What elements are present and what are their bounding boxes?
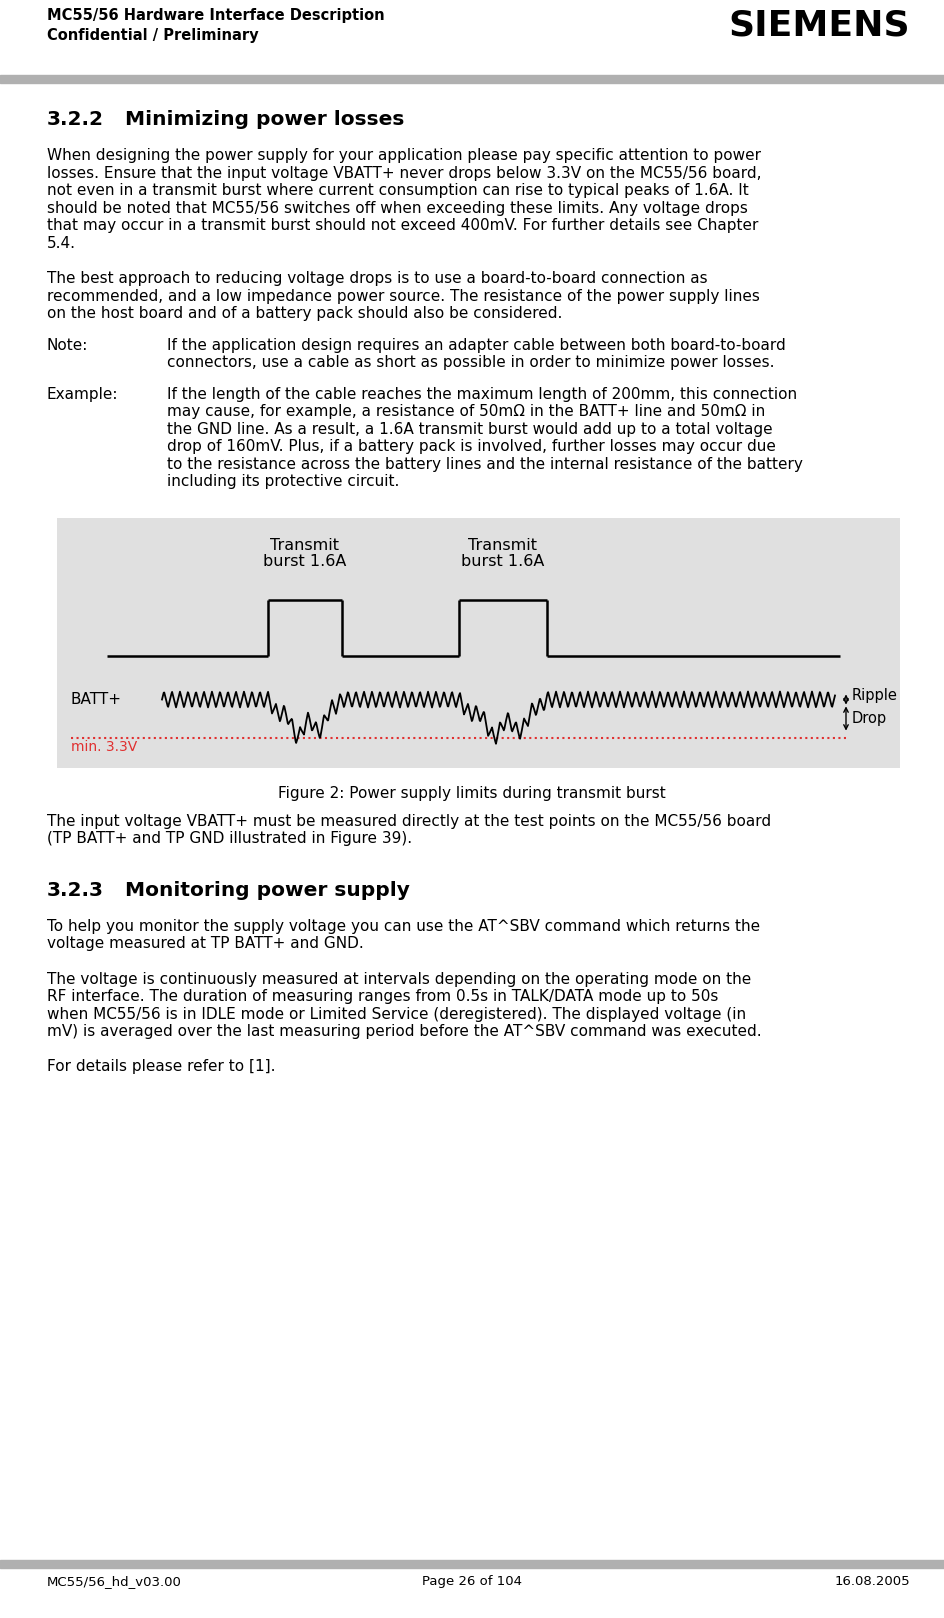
Text: to the resistance across the battery lines and the internal resistance of the ba: to the resistance across the battery lin… — [167, 456, 803, 471]
Text: 5.4.: 5.4. — [47, 236, 76, 251]
Text: when MC55/56 is in IDLE mode or Limited Service (deregistered). The displayed vo: when MC55/56 is in IDLE mode or Limited … — [47, 1006, 746, 1021]
Text: that may occur in a transmit burst should not exceed 400mV. For further details : that may occur in a transmit burst shoul… — [47, 218, 758, 233]
Text: The voltage is continuously measured at intervals depending on the operating mod: The voltage is continuously measured at … — [47, 971, 751, 987]
Text: on the host board and of a battery pack should also be considered.: on the host board and of a battery pack … — [47, 306, 563, 320]
Text: BATT+: BATT+ — [71, 693, 122, 707]
Text: The input voltage VBATT+ must be measured directly at the test points on the MC5: The input voltage VBATT+ must be measure… — [47, 814, 771, 828]
Text: 3.2.2: 3.2.2 — [47, 110, 104, 129]
Text: SIEMENS: SIEMENS — [729, 8, 910, 42]
Text: 16.08.2005: 16.08.2005 — [834, 1574, 910, 1587]
Text: To help you monitor the supply voltage you can use the AT^SBV command which retu: To help you monitor the supply voltage y… — [47, 919, 760, 934]
Text: drop of 160mV. Plus, if a battery pack is involved, further losses may occur due: drop of 160mV. Plus, if a battery pack i… — [167, 438, 776, 455]
Text: Transmit: Transmit — [468, 537, 537, 552]
Text: If the length of the cable reaches the maximum length of 200mm, this connection: If the length of the cable reaches the m… — [167, 387, 797, 401]
Text: Figure 2: Power supply limits during transmit burst: Figure 2: Power supply limits during tra… — [278, 785, 666, 801]
Text: may cause, for example, a resistance of 50mΩ in the BATT+ line and 50mΩ in: may cause, for example, a resistance of … — [167, 404, 766, 419]
Text: The best approach to reducing voltage drops is to use a board-to-board connectio: The best approach to reducing voltage dr… — [47, 270, 708, 286]
Text: Monitoring power supply: Monitoring power supply — [125, 880, 410, 900]
Text: RF interface. The duration of measuring ranges from 0.5s in TALK/DATA mode up to: RF interface. The duration of measuring … — [47, 989, 718, 1005]
Text: burst 1.6A: burst 1.6A — [461, 553, 545, 568]
Text: Minimizing power losses: Minimizing power losses — [125, 110, 404, 129]
Text: should be noted that MC55/56 switches off when exceeding these limits. Any volta: should be noted that MC55/56 switches of… — [47, 201, 748, 215]
Text: burst 1.6A: burst 1.6A — [263, 553, 346, 568]
Text: MC55/56_hd_v03.00: MC55/56_hd_v03.00 — [47, 1574, 182, 1587]
Bar — [0, 74, 944, 83]
Text: losses. Ensure that the input voltage VBATT+ never drops below 3.3V on the MC55/: losses. Ensure that the input voltage VB… — [47, 165, 762, 181]
Text: Note:: Note: — [47, 338, 89, 353]
Text: Page 26 of 104: Page 26 of 104 — [422, 1574, 522, 1587]
Text: including its protective circuit.: including its protective circuit. — [167, 474, 399, 489]
Text: Example:: Example: — [47, 387, 119, 401]
Text: For details please refer to [1].: For details please refer to [1]. — [47, 1060, 276, 1074]
Text: recommended, and a low impedance power source. The resistance of the power suppl: recommended, and a low impedance power s… — [47, 288, 760, 304]
Text: Confidential / Preliminary: Confidential / Preliminary — [47, 28, 259, 44]
Text: (TP BATT+ and TP GND illustrated in Figure 39).: (TP BATT+ and TP GND illustrated in Figu… — [47, 832, 413, 846]
Text: voltage measured at TP BATT+ and GND.: voltage measured at TP BATT+ and GND. — [47, 935, 363, 951]
Text: the GND line. As a result, a 1.6A transmit burst would add up to a total voltage: the GND line. As a result, a 1.6A transm… — [167, 422, 772, 437]
Text: Drop: Drop — [852, 710, 887, 726]
Bar — [57, 518, 900, 767]
Text: When designing the power supply for your application please pay specific attenti: When designing the power supply for your… — [47, 147, 761, 163]
Text: not even in a transmit burst where current consumption can rise to typical peaks: not even in a transmit burst where curre… — [47, 183, 749, 197]
Text: If the application design requires an adapter cable between both board-to-board: If the application design requires an ad… — [167, 338, 785, 353]
Text: MC55/56 Hardware Interface Description: MC55/56 Hardware Interface Description — [47, 8, 384, 23]
Text: 3.2.3: 3.2.3 — [47, 880, 104, 900]
Text: min. 3.3V: min. 3.3V — [71, 739, 137, 754]
Text: Transmit: Transmit — [270, 537, 340, 552]
Text: mV) is averaged over the last measuring period before the AT^SBV command was exe: mV) is averaged over the last measuring … — [47, 1024, 762, 1039]
Text: connectors, use a cable as short as possible in order to minimize power losses.: connectors, use a cable as short as poss… — [167, 354, 774, 371]
Bar — [0, 1560, 944, 1568]
Text: Ripple: Ripple — [852, 688, 898, 702]
